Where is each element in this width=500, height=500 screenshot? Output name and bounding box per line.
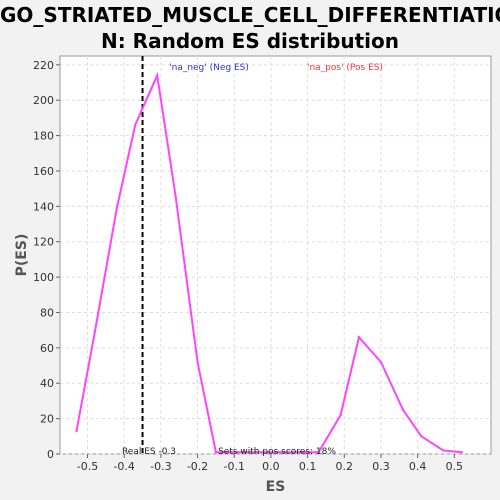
data-point [115,206,119,210]
data-point [174,194,177,197]
y-tick-label: 40 [40,377,54,390]
axes [56,64,455,458]
chart-labels: 0 20 40 60 80 100 120 140 160 180 200 220 -0.5 -0.4 -0… [14,59,463,495]
x-tick-label: 0.3 [372,460,390,473]
x-tick-label: -0.4 [113,460,134,473]
data-point [357,336,361,339]
data-point [156,74,159,77]
data-point [196,360,199,364]
data-point [379,360,383,364]
y-tick-label: 220 [33,59,54,72]
chart-title: GO_STRIATED_MUSCLE_CELL_DIFFERENTIATIO N… [0,2,500,54]
real-es-label: Real ES -0.3 [122,447,176,457]
data-point [299,451,302,454]
x-axis-label: ES [266,479,286,495]
data-point [460,451,463,454]
plot-area [59,55,492,455]
pos-score-annotation: Sets with pos scores: 18% [218,447,336,457]
data-point [93,330,97,334]
x-tick-label: 0.5 [446,460,464,473]
data-point [255,451,258,454]
x-tick-label: -0.5 [77,460,98,473]
y-tick-label: 180 [33,130,54,143]
data-marks [75,56,463,454]
x-tick-label: 0.0 [262,460,280,473]
legend-neg: 'na_neg' (Neg ES) [169,63,249,73]
legend-pos: 'na_pos' (Pos ES) [307,63,383,73]
chart-title-line2: N: Random ES distribution [100,29,400,53]
y-tick-label: 80 [40,306,54,319]
x-tick-label: -0.1 [223,460,244,473]
x-tick-label: -0.3 [150,460,171,473]
y-tick-label: 100 [33,271,54,284]
data-point [339,413,342,417]
y-tick-label: 200 [33,94,54,107]
y-tick-label: 120 [33,236,54,249]
data-point [75,429,78,433]
chart-title-line1: GO_STRIATED_MUSCLE_CELL_DIFFERENTIATIO [0,3,500,27]
y-axis-label: P(ES) [14,234,30,277]
data-point [133,123,137,127]
y-tick-label: 0 [47,448,54,461]
grid-lines [60,56,491,455]
y-tick-label: 160 [33,165,54,178]
y-tick-label: 20 [40,413,54,426]
data-point [236,451,240,454]
series-line [75,71,462,454]
x-tick-label: 0.1 [299,460,317,473]
data-point [442,449,445,452]
data-point [214,451,218,454]
data-point [401,408,405,411]
y-tick-label: 60 [40,342,54,355]
y-tick-label: 140 [33,200,54,213]
data-point [317,451,320,454]
x-tick-label: 0.2 [336,460,354,473]
data-point [277,451,280,454]
data-point [420,435,423,438]
x-tick-label: 0.4 [409,460,427,473]
x-tick-label: -0.2 [187,460,208,473]
